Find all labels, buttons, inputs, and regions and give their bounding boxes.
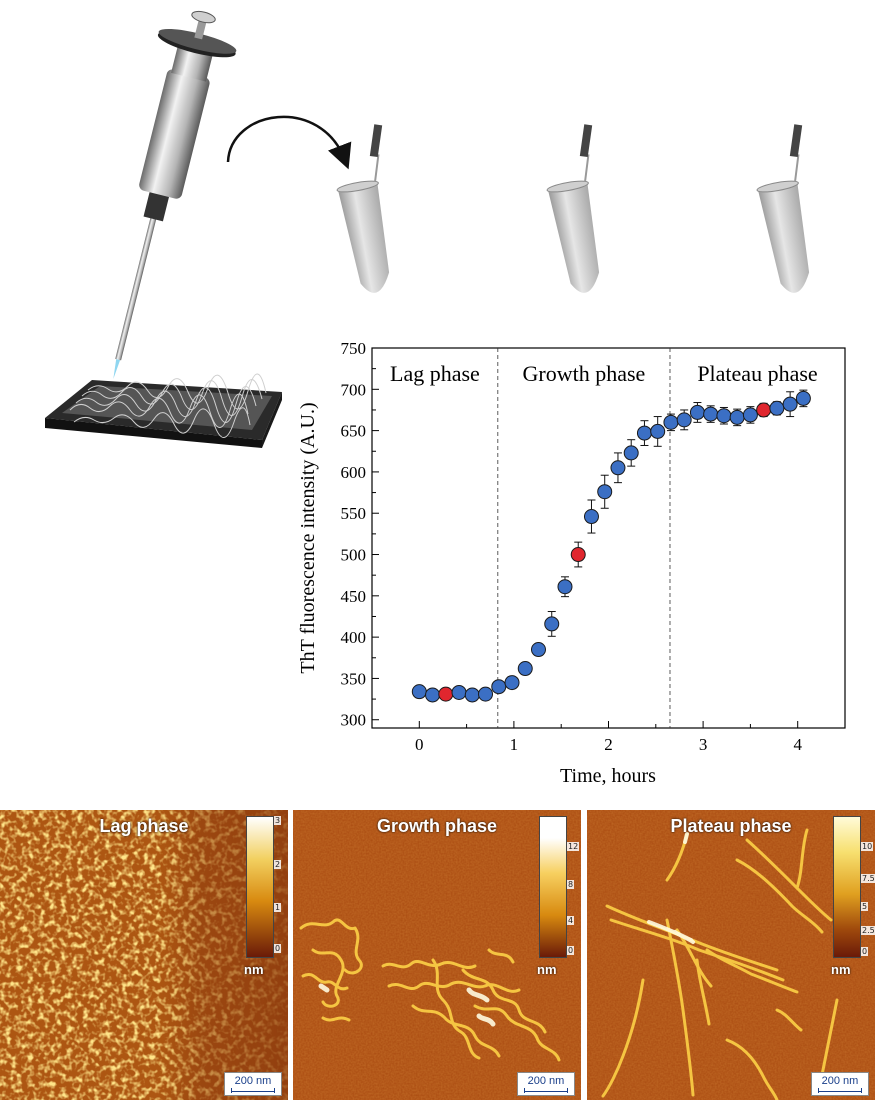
highlight-point xyxy=(756,402,772,418)
y-tick-label: 500 xyxy=(341,546,367,565)
cbar-unit: nm xyxy=(831,962,851,977)
data-point xyxy=(411,684,427,700)
phase-label: Lag phase xyxy=(390,361,480,386)
data-point xyxy=(478,686,494,702)
scale-bar-label: 200 nm xyxy=(234,1075,272,1087)
cbar-tick: 1 xyxy=(274,903,282,912)
data-point xyxy=(583,509,599,525)
cbar-unit: nm xyxy=(244,962,264,977)
y-tick-label: 450 xyxy=(341,587,367,606)
cbar-unit: nm xyxy=(537,962,557,977)
x-tick-label: 1 xyxy=(510,735,519,754)
scale-bar-plateau: 200 nm xyxy=(811,1072,869,1096)
cbar-tick: 8 xyxy=(567,880,575,889)
data-point xyxy=(636,425,652,441)
y-tick-label: 350 xyxy=(341,669,367,688)
data-point xyxy=(504,675,520,691)
phase-boundaries xyxy=(497,348,671,728)
afm-title-lag: Lag phase xyxy=(99,816,189,836)
data-point xyxy=(663,414,679,430)
phase-labels: Lag phase Growth phase Plateau phase xyxy=(390,361,818,386)
tube-growth xyxy=(546,124,600,293)
colorbar-plateau: 10 7.5 5 2.5 0 nm xyxy=(831,816,875,977)
cbar-tick: 0 xyxy=(274,944,282,953)
scale-bar-label: 200 nm xyxy=(821,1075,859,1087)
cbar-tick: 12 xyxy=(567,842,580,851)
cbar-tick: 4 xyxy=(567,916,575,925)
colorbar-lag: 3 2 1 0 nm xyxy=(244,816,282,977)
data-point xyxy=(782,396,798,412)
x-tick-label: 4 xyxy=(793,735,802,754)
y-axis: 300 350 400 450 500 550 600 650 700 750 xyxy=(341,339,379,730)
scale-bar-growth: 200 nm xyxy=(517,1072,575,1096)
afm-image-plateau xyxy=(587,810,875,1100)
data-point xyxy=(716,408,732,424)
data-point xyxy=(689,404,705,420)
cbar-tick: 0 xyxy=(567,946,575,955)
data-point xyxy=(623,445,639,461)
scale-bar-label: 200 nm xyxy=(527,1075,565,1087)
x-tick-label: 2 xyxy=(604,735,613,754)
data-point xyxy=(703,406,719,422)
cbar-tick: 7.5 xyxy=(861,874,875,883)
data-point xyxy=(729,409,745,425)
data-point xyxy=(742,407,758,423)
data-point xyxy=(530,642,546,658)
x-axis-label: Time, hours xyxy=(560,765,656,787)
tube-plateau xyxy=(756,124,810,293)
data-point xyxy=(464,687,480,703)
afm-title-plateau: Plateau phase xyxy=(670,816,792,836)
data-point xyxy=(650,423,666,439)
data-point xyxy=(610,460,626,476)
tube-lag xyxy=(336,124,390,293)
data-point xyxy=(517,661,533,677)
y-tick-label: 300 xyxy=(341,711,367,730)
error-bars xyxy=(415,389,808,699)
x-axis: 0 1 2 3 4 xyxy=(371,721,802,754)
y-tick-label: 600 xyxy=(341,463,367,482)
afm-panel-lag: Lag phase 3 2 1 0 nm 200 nm xyxy=(0,810,288,1100)
cbar-tick: 2 xyxy=(274,860,282,869)
afm-panel-plateau: Plateau phase 10 7.5 5 2.5 0 nm 200 nm xyxy=(587,810,875,1100)
pipette-icon xyxy=(113,10,237,380)
afm-image-growth xyxy=(293,810,581,1100)
y-tick-label: 400 xyxy=(341,628,367,647)
y-tick-label: 700 xyxy=(341,380,367,399)
scale-bar-lag: 200 nm xyxy=(224,1072,282,1096)
afm-image-lag xyxy=(0,810,288,1100)
phase-label: Plateau phase xyxy=(697,361,817,386)
data-point xyxy=(597,484,613,500)
cbar-tick: 2.5 xyxy=(861,926,875,935)
data-point xyxy=(425,687,441,703)
x-tick-label: 3 xyxy=(699,735,708,754)
colorbar-growth: 12 8 4 0 nm xyxy=(537,816,580,977)
cbar-tick: 5 xyxy=(861,902,869,911)
afm-title-growth: Growth phase xyxy=(376,816,497,836)
y-axis-label: ThT fluorescence intensity (A.U.) xyxy=(297,402,319,673)
experiment-illustration xyxy=(45,10,810,448)
highlight-point xyxy=(570,547,586,563)
data-points xyxy=(411,390,811,703)
curved-arrow xyxy=(226,115,352,170)
cbar-tick: 10 xyxy=(861,842,874,851)
cbar-tick: 0 xyxy=(861,947,869,956)
data-point xyxy=(451,684,467,700)
cbar-tick: 3 xyxy=(274,816,282,825)
data-point xyxy=(769,400,785,416)
data-point xyxy=(557,579,573,595)
y-tick-label: 550 xyxy=(341,504,367,523)
x-tick-label: 0 xyxy=(415,735,424,754)
well-plate xyxy=(45,373,282,448)
y-tick-label: 750 xyxy=(341,339,367,358)
data-point xyxy=(795,390,811,406)
tht-kinetics-chart: 300 350 400 450 500 550 600 650 700 750 0 1 2 3 4 Lag… xyxy=(297,339,846,787)
data-point xyxy=(544,616,560,632)
data-point xyxy=(491,679,507,695)
phase-label: Growth phase xyxy=(522,361,645,386)
y-tick-label: 650 xyxy=(341,422,367,441)
data-point xyxy=(676,412,692,428)
afm-panel-growth: Growth phase 12 8 4 0 nm 200 nm xyxy=(293,810,581,1100)
highlight-point xyxy=(438,686,454,702)
